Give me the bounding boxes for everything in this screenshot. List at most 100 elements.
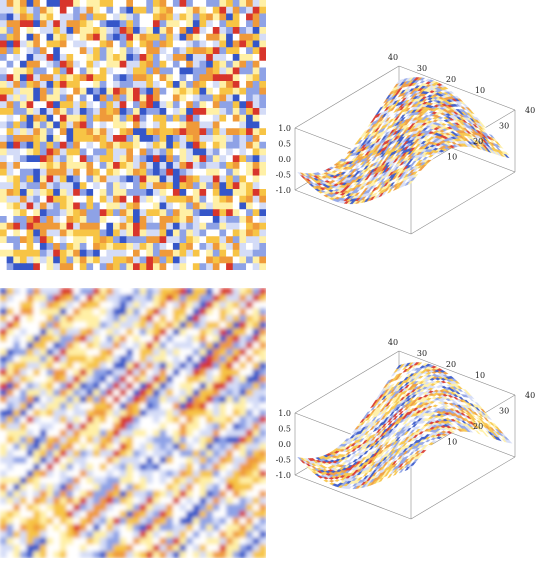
heatmap-cell <box>193 169 200 176</box>
heatmap-cell <box>7 329 14 336</box>
heatmap-cell <box>33 369 40 376</box>
heatmap-cell <box>253 538 260 545</box>
heatmap-cell <box>80 27 87 34</box>
heatmap-cell <box>180 95 187 102</box>
heatmap-cell <box>40 389 47 396</box>
heatmap-cell <box>13 230 20 237</box>
heatmap-cell <box>233 288 240 295</box>
heatmap-cell <box>93 108 100 115</box>
heatmap-cell <box>100 34 107 41</box>
heatmap-cell <box>173 142 180 149</box>
heatmap-cell <box>213 176 220 183</box>
heatmap-cell <box>73 464 80 471</box>
heatmap-cell <box>166 236 173 243</box>
heatmap-cell <box>173 108 180 115</box>
heatmap-cell <box>86 302 93 309</box>
heatmap-cell <box>253 7 260 14</box>
heatmap-cell <box>86 203 93 210</box>
heatmap-cell <box>233 356 240 363</box>
heatmap-cell <box>20 101 27 108</box>
heatmap-cell <box>259 437 266 444</box>
heatmap-cell <box>106 356 113 363</box>
heatmap-cell <box>60 524 67 531</box>
heatmap-cell <box>233 437 240 444</box>
heatmap-cell <box>253 27 260 34</box>
heatmap-cell <box>13 389 20 396</box>
heatmap-cell <box>140 504 147 511</box>
heatmap-cell <box>100 524 107 531</box>
heatmap-cell <box>226 450 233 457</box>
heatmap-cell <box>7 396 14 403</box>
heatmap-cell <box>60 497 67 504</box>
heatmap-cell <box>60 155 67 162</box>
heatmap-cell <box>186 135 193 142</box>
heatmap-cell <box>126 108 133 115</box>
heatmap-cell <box>80 295 87 302</box>
heatmap-cell <box>7 322 14 329</box>
heatmap-cell <box>140 88 147 95</box>
heatmap-cell <box>13 169 20 176</box>
heatmap-cell <box>193 295 200 302</box>
heatmap-cell <box>73 108 80 115</box>
heatmap-cell <box>73 551 80 558</box>
heatmap-cell <box>100 81 107 88</box>
heatmap-cell <box>219 524 226 531</box>
heatmap-cell <box>106 196 113 203</box>
heatmap-cell <box>219 230 226 237</box>
heatmap-cell <box>146 27 153 34</box>
heatmap-cell <box>186 362 193 369</box>
heatmap-cell <box>120 504 127 511</box>
heatmap-cell <box>206 369 213 376</box>
heatmap-cell <box>126 356 133 363</box>
heatmap-cell <box>140 216 147 223</box>
heatmap-cell <box>93 518 100 525</box>
heatmap-cell <box>13 538 20 545</box>
heatmap-cell <box>106 135 113 142</box>
heatmap-cell <box>40 128 47 135</box>
heatmap-cell <box>173 457 180 464</box>
heatmap-cell <box>180 349 187 356</box>
heatmap-cell <box>233 423 240 430</box>
heatmap-cell <box>206 470 213 477</box>
heatmap-cell <box>20 243 27 250</box>
heatmap-cell <box>173 389 180 396</box>
heatmap-cell <box>60 196 67 203</box>
heatmap-cell <box>219 189 226 196</box>
heatmap-cell <box>113 20 120 27</box>
heatmap-cell <box>53 450 60 457</box>
heatmap-cell <box>93 74 100 81</box>
heatmap-cell <box>47 551 54 558</box>
heatmap-cell <box>113 250 120 257</box>
heatmap-cell <box>153 356 160 363</box>
heatmap-cell <box>7 155 14 162</box>
heatmap-cell <box>40 356 47 363</box>
heatmap-cell <box>259 128 266 135</box>
heatmap-cell <box>120 189 127 196</box>
heatmap-cell <box>173 95 180 102</box>
heatmap-cell <box>120 524 127 531</box>
heatmap-cell <box>0 329 7 336</box>
heatmap-cell <box>27 538 34 545</box>
heatmap-cell <box>233 74 240 81</box>
heatmap-cell <box>80 551 87 558</box>
heatmap-cell <box>140 308 147 315</box>
heatmap-cell <box>239 34 246 41</box>
heatmap-cell <box>106 74 113 81</box>
heatmap-cell <box>93 396 100 403</box>
heatmap-cell <box>67 511 74 518</box>
heatmap-cell <box>239 115 246 122</box>
heatmap-cell <box>233 142 240 149</box>
heatmap-cell <box>246 369 253 376</box>
heatmap-cell <box>80 47 87 54</box>
heatmap-cell <box>106 20 113 27</box>
heatmap-cell <box>186 223 193 230</box>
heatmap-cell <box>86 7 93 14</box>
heatmap-cell <box>86 524 93 531</box>
heatmap-cell <box>233 101 240 108</box>
heatmap-cell <box>160 81 167 88</box>
heatmap-cell <box>126 189 133 196</box>
heatmap-cell <box>40 288 47 295</box>
heatmap-cell <box>140 122 147 129</box>
heatmap-cell <box>146 497 153 504</box>
heatmap-cell <box>100 61 107 68</box>
